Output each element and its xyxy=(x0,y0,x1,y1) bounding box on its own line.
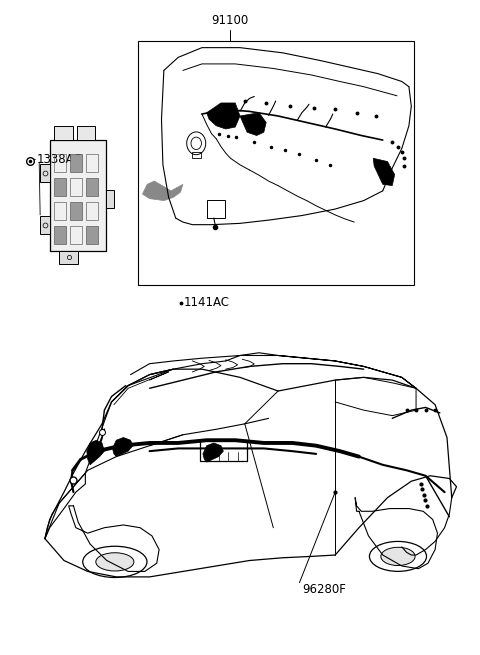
Polygon shape xyxy=(143,181,183,200)
Polygon shape xyxy=(373,159,395,185)
Bar xyxy=(54,202,66,220)
Bar xyxy=(207,200,225,218)
Bar xyxy=(200,440,247,460)
Bar xyxy=(192,152,201,159)
Bar xyxy=(70,226,82,244)
Polygon shape xyxy=(240,113,266,136)
Bar xyxy=(86,226,98,244)
Bar xyxy=(40,216,49,234)
Text: 1338AC: 1338AC xyxy=(36,153,82,166)
Bar xyxy=(70,202,82,220)
Bar xyxy=(138,41,414,285)
Bar xyxy=(59,251,78,264)
Bar xyxy=(77,126,96,140)
Bar xyxy=(54,154,66,172)
Ellipse shape xyxy=(370,542,427,571)
Bar xyxy=(49,140,106,251)
Text: 91100: 91100 xyxy=(211,14,248,27)
Bar xyxy=(86,154,98,172)
Polygon shape xyxy=(87,440,104,465)
Bar xyxy=(54,226,66,244)
Text: 1141AC: 1141AC xyxy=(184,296,230,309)
Bar xyxy=(54,126,72,140)
Polygon shape xyxy=(203,443,223,462)
Bar xyxy=(54,178,66,196)
Bar xyxy=(70,154,82,172)
Bar xyxy=(86,202,98,220)
Bar xyxy=(106,190,114,208)
Ellipse shape xyxy=(381,548,415,565)
Polygon shape xyxy=(207,103,240,129)
Ellipse shape xyxy=(96,553,134,571)
Text: 96280F: 96280F xyxy=(302,583,346,595)
Bar xyxy=(86,178,98,196)
Bar xyxy=(70,178,82,196)
Polygon shape xyxy=(112,438,133,457)
Bar xyxy=(40,164,49,182)
Ellipse shape xyxy=(83,546,147,578)
